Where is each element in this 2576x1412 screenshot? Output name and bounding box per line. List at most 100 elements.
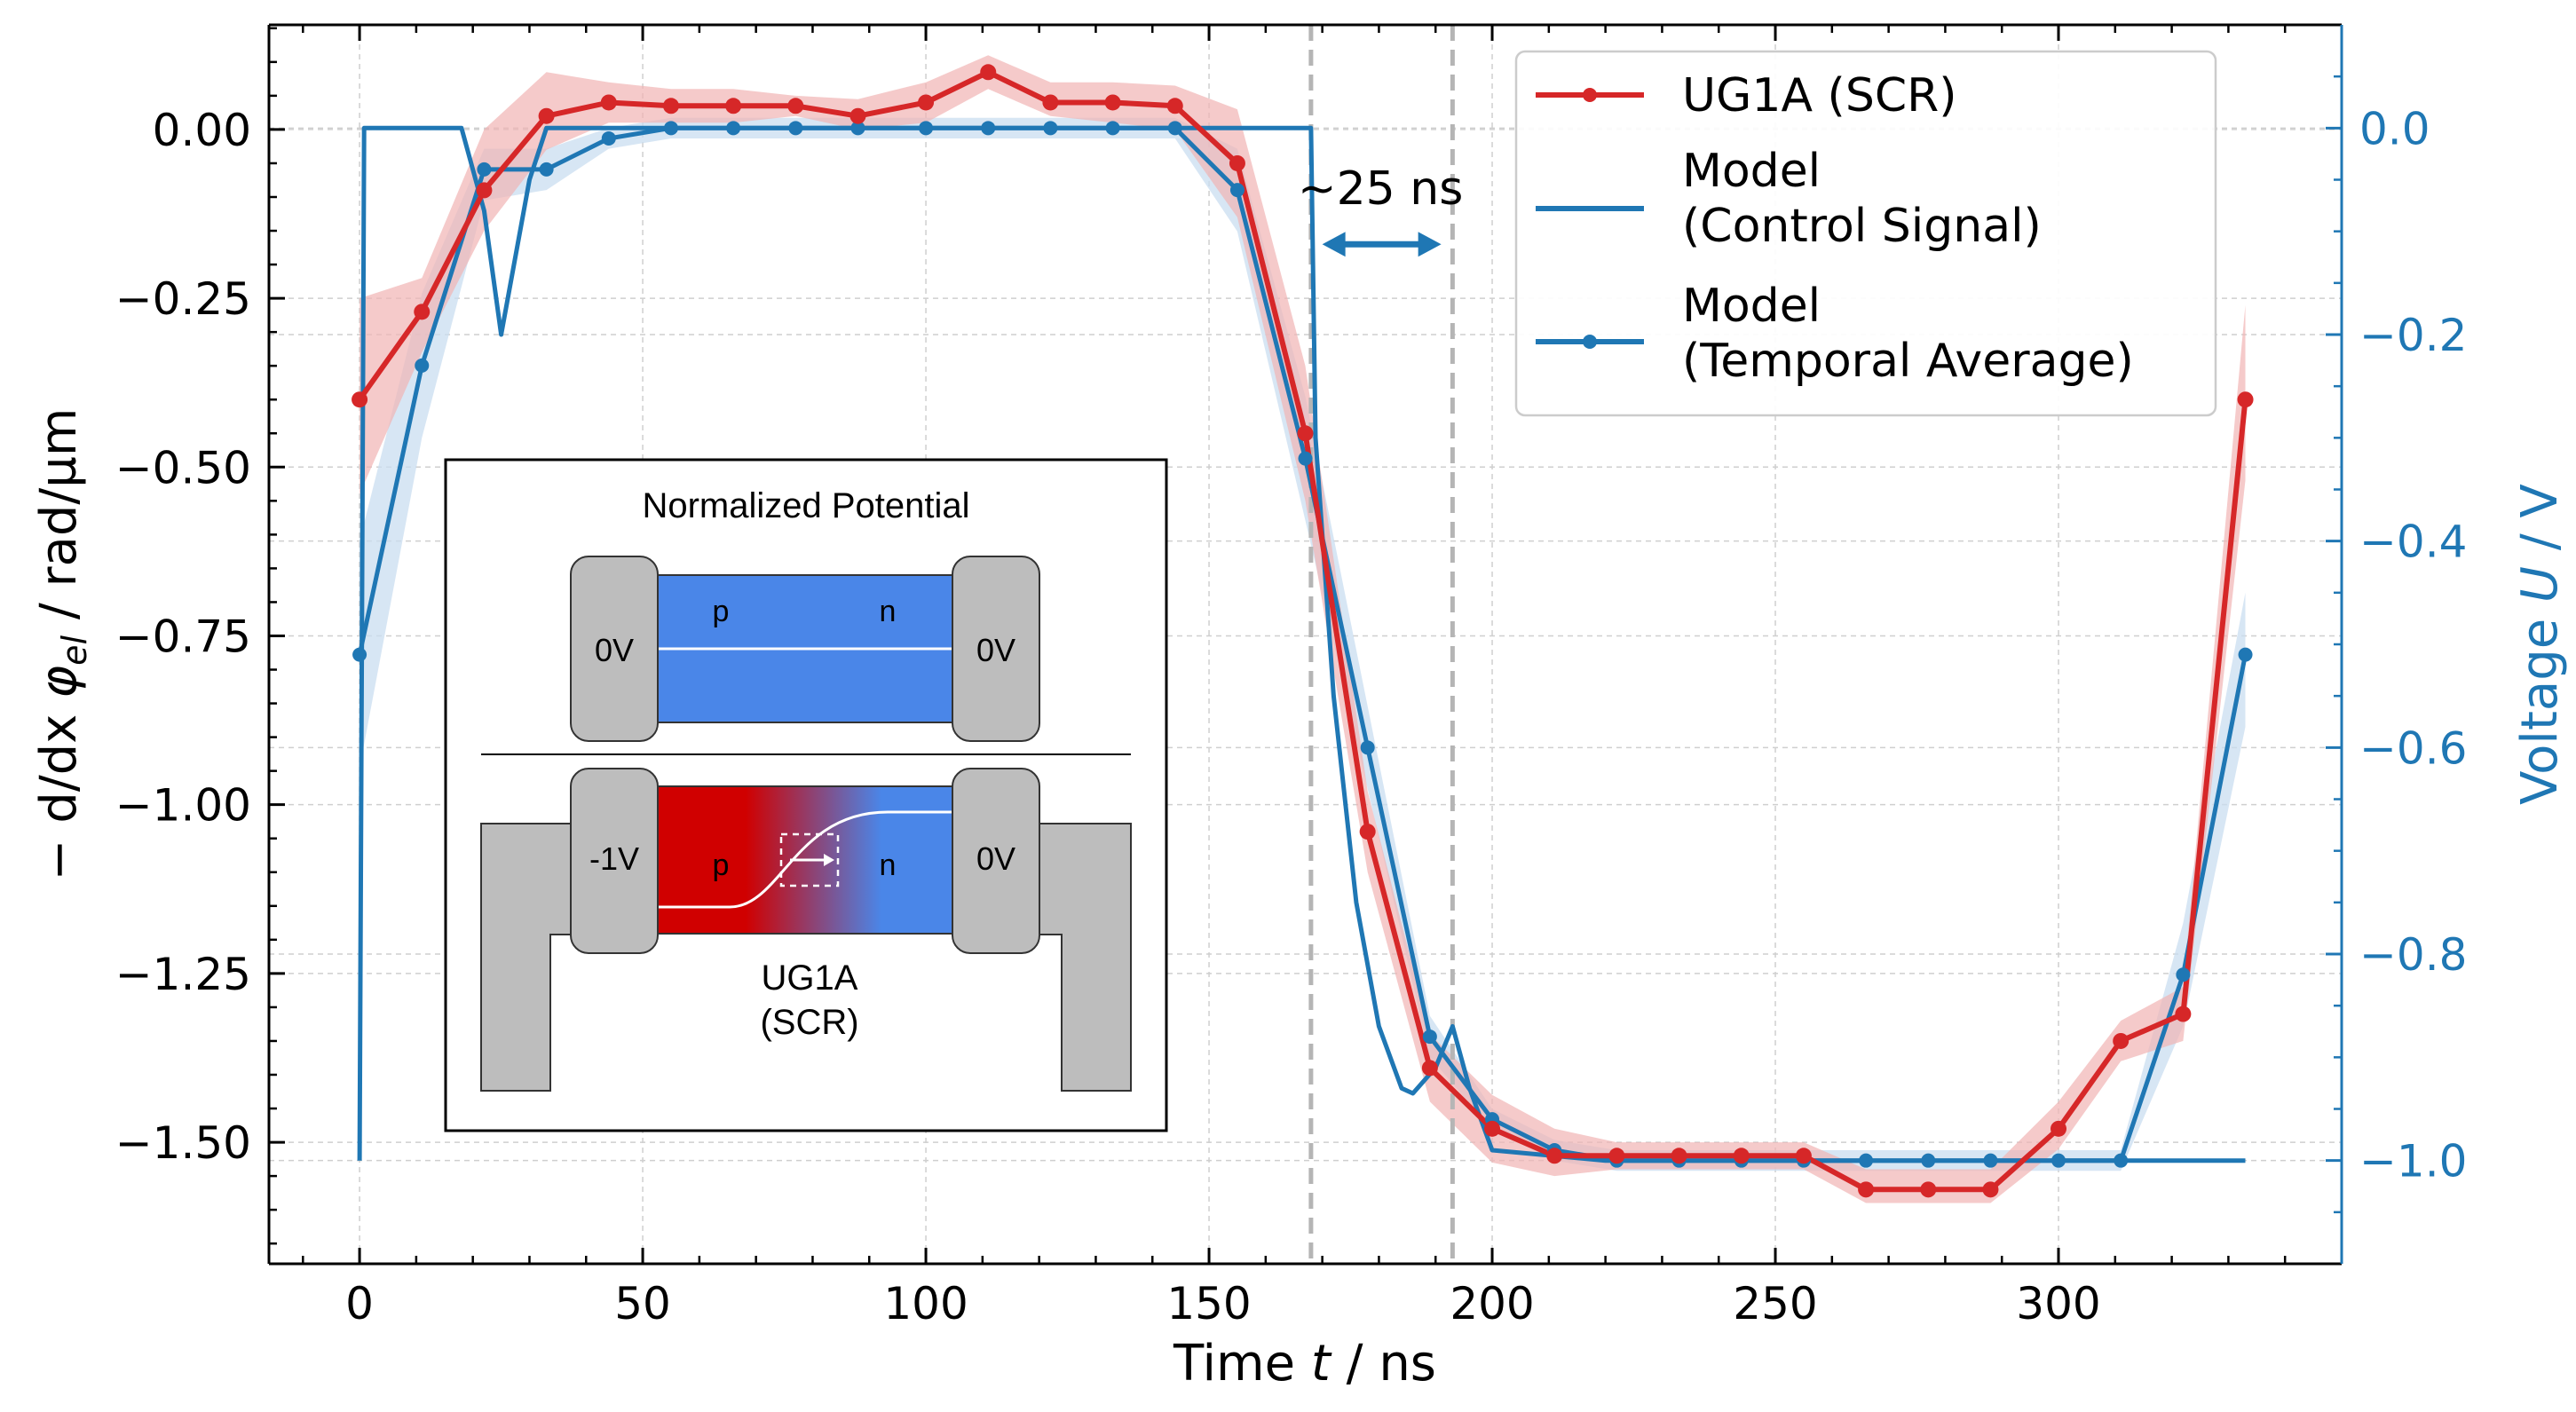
point-temporal-average-9 [919,121,934,136]
legend-entry-control-signal: Model (Control Signal) [1536,145,2042,253]
point-ug1a-8 [849,107,866,124]
bottom-dashed-box [779,832,840,887]
inset-bottom-diagram: -1V 0V p n UG1A (SCR) [480,768,1132,1092]
point-temporal-average-29 [2176,967,2191,982]
x-tick-label-0: 0 [345,1278,374,1329]
point-temporal-average-15 [1298,451,1313,466]
point-ug1a-30 [2237,391,2254,408]
point-ug1a-25 [1920,1181,1937,1198]
point-temporal-average-16 [1360,740,1375,755]
point-ug1a-24 [1858,1181,1875,1198]
point-ug1a-11 [1042,94,1059,111]
point-temporal-average-6 [726,121,741,136]
point-ug1a-15 [1297,425,1314,442]
point-temporal-average-14 [1229,183,1245,198]
top-p-label: p [713,595,730,628]
y-right-tick-label-4: −0.8 [2359,929,2467,981]
legend-label-control-line1: Model [1682,145,1821,198]
point-ug1a-16 [1359,824,1376,840]
x-tick-label-3: 150 [1166,1278,1251,1329]
legend-swatch-average-marker [1583,335,1597,349]
top-right-contact-label: 0V [976,632,1015,668]
legend-swatch-ug1a-marker [1583,88,1597,102]
device-label-line2: (SCR) [760,1003,858,1042]
x-tick-label-6: 300 [2016,1278,2100,1329]
point-temporal-average-26 [1983,1153,1998,1168]
point-temporal-average-10 [981,121,996,136]
bottom-drift-arrowhead [824,854,834,866]
point-ug1a-18 [1484,1120,1501,1137]
y-left-tick-label-5: −1.25 [115,949,251,1000]
point-ug1a-12 [1104,94,1121,111]
annotation-text: ~25 ns [1298,162,1463,216]
point-ug1a-10 [980,64,997,81]
y-right-tick-label-1: −0.2 [2359,310,2467,361]
y-axis-left-label-text: − d/dx φel / rad/µm [30,408,94,881]
x-axis-label: Time t / ns [1173,1335,1436,1392]
x-axis-label-text: Time t / ns [1173,1335,1436,1392]
point-ug1a-22 [1733,1148,1750,1164]
y-left-tick-label-1: −0.25 [115,273,251,325]
point-temporal-average-8 [850,121,865,136]
bottom-p-label: p [713,848,730,882]
point-temporal-average-24 [1859,1153,1874,1168]
point-temporal-average-7 [788,121,803,136]
point-ug1a-28 [2113,1032,2130,1049]
bottom-right-contact [952,768,1040,954]
point-ug1a-26 [1982,1181,1999,1198]
legend-label-ug1a: UG1A (SCR) [1682,69,1957,122]
point-temporal-average-0 [352,647,367,662]
point-ug1a-6 [725,98,742,114]
top-left-contact-label: 0V [595,632,634,668]
point-ug1a-5 [662,98,679,114]
device-label-line1: UG1A [762,958,858,998]
point-ug1a-14 [1229,154,1245,171]
point-ug1a-3 [538,107,555,124]
legend-label-average-line1: Model [1682,280,1821,333]
annotation-25ns: ~25 ns [1298,162,1463,257]
point-temporal-average-17 [1422,1029,1437,1045]
legend-entry-temporal-average: Model (Temporal Average) [1536,280,2134,388]
y-axis-right-label-text: Voltage U / V [2511,484,2569,805]
point-temporal-average-4 [601,130,616,146]
legend-entry-ug1a: UG1A (SCR) [1536,69,1957,122]
series-markers [352,64,2254,1198]
point-ug1a-2 [476,182,493,199]
point-ug1a-4 [600,94,617,111]
point-temporal-average-12 [1105,121,1120,136]
x-tick-label-5: 250 [1733,1278,1817,1329]
point-ug1a-27 [2051,1120,2067,1137]
point-ug1a-13 [1166,98,1183,114]
point-temporal-average-5 [663,121,678,136]
y-right-tick-label-3: −0.6 [2359,722,2467,774]
point-ug1a-9 [918,94,935,111]
point-ug1a-7 [787,98,804,114]
inset-title: Normalized Potential [642,486,969,525]
x-tick-label-2: 100 [883,1278,968,1329]
point-temporal-average-3 [539,162,554,177]
point-temporal-average-30 [2238,647,2253,662]
y-left-tick-label-3: −0.75 [115,611,251,662]
point-ug1a-19 [1546,1148,1563,1164]
y-right-tick-label-2: −0.4 [2359,517,2467,568]
point-temporal-average-1 [415,358,430,373]
point-temporal-average-28 [2114,1153,2129,1168]
top-right-contact [952,556,1040,742]
point-ug1a-29 [2175,1006,2192,1022]
bottom-left-contact-label: -1V [589,840,639,877]
x-tick-label-1: 50 [614,1278,671,1329]
annotation-arrowhead-right [1418,232,1442,257]
point-ug1a-23 [1795,1148,1812,1164]
point-ug1a-17 [1421,1060,1438,1077]
point-ug1a-21 [1671,1148,1687,1164]
inset-top-diagram: 0V 0V p n [570,556,1040,742]
top-n-label: n [880,595,897,628]
inset-diagram: Normalized Potential 0V 0V p n -1V 0V [444,458,1168,1132]
bottom-n-label: n [880,848,897,882]
legend: UG1A (SCR) Model (Control Signal) Model … [1514,50,2217,417]
point-temporal-average-2 [477,162,492,177]
y-left-tick-label-2: −0.50 [115,442,251,493]
point-ug1a-0 [352,391,368,408]
